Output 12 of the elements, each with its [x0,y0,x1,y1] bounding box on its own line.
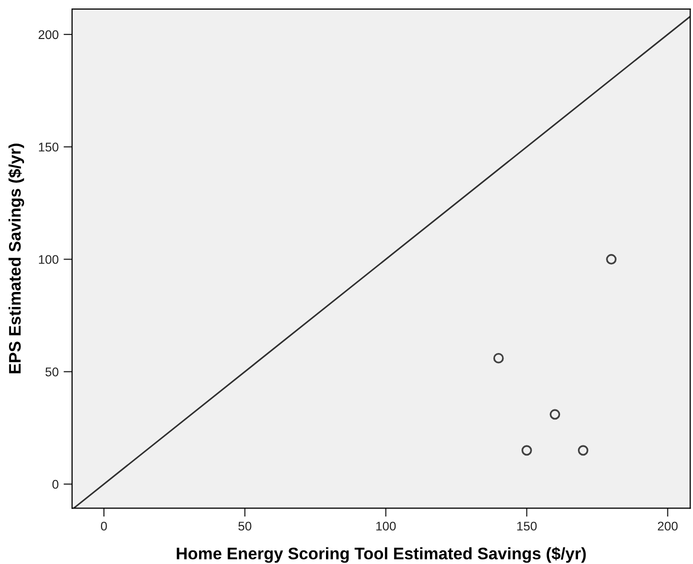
x-axis-title: Home Energy Scoring Tool Estimated Savings ($/yr) [176,546,586,563]
y-axis-title: EPS Estimated Savings ($/yr) [8,144,24,374]
y-tick-label: 100 [38,255,58,264]
x-tick-label: 200 [658,522,678,531]
y-tick-label: 200 [38,30,58,40]
y-tick-label: 0 [52,480,58,489]
x-tick-label: 150 [517,522,537,531]
x-tick-label: 0 [100,522,107,531]
y-tick-label: 150 [38,142,58,152]
y-tick-label: 50 [45,367,58,376]
x-tick-label: 100 [376,522,396,531]
x-tick-label: 50 [238,522,252,531]
